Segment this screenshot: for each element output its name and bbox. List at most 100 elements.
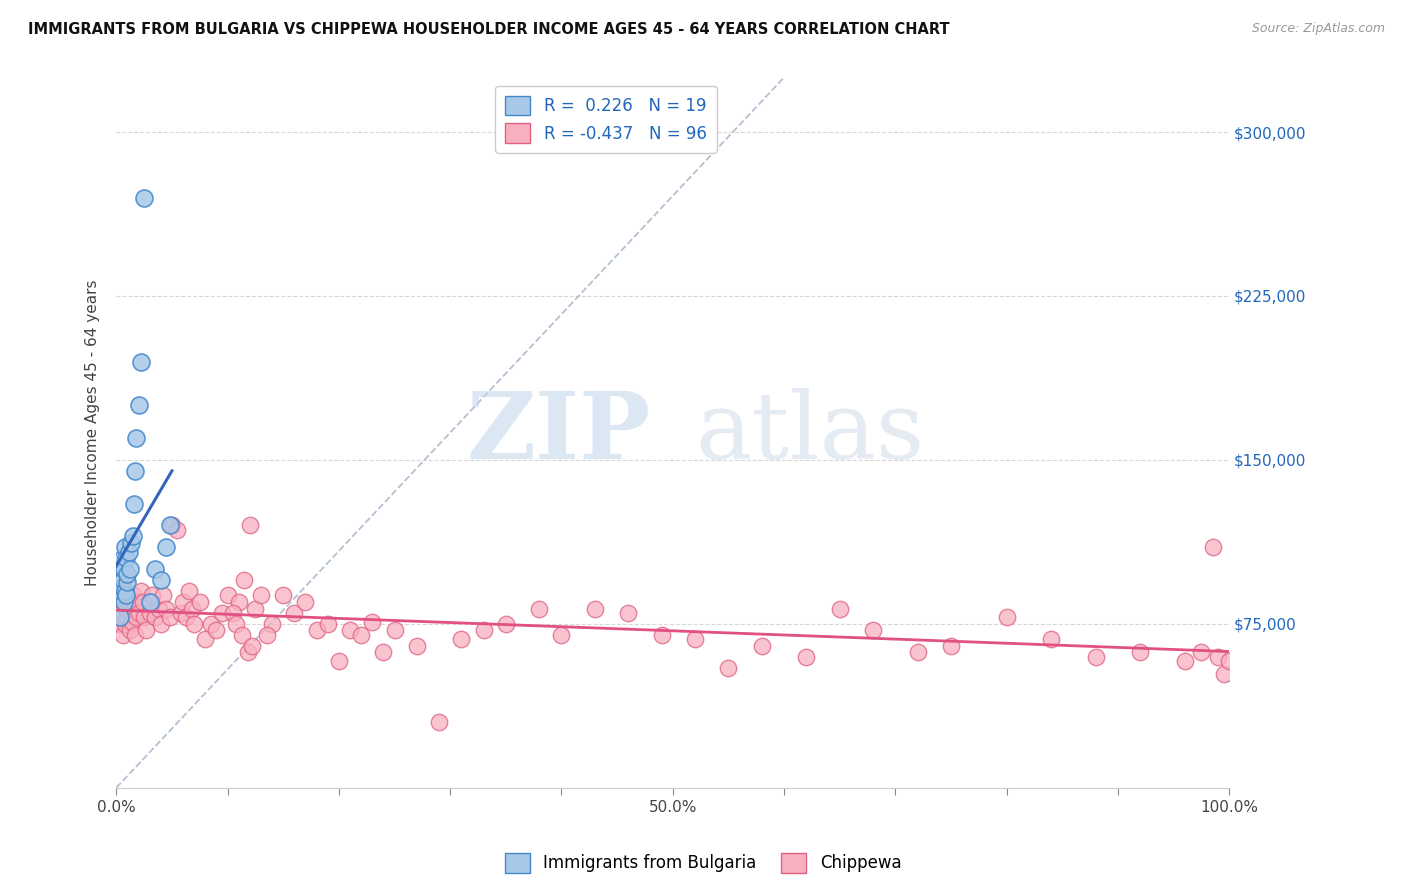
- Point: [217, 589, 239, 603]
- Point: [1206, 649, 1229, 664]
- Point: [211, 606, 233, 620]
- Point: [115, 551, 138, 566]
- Point: [117, 595, 139, 609]
- Point: [155, 541, 177, 555]
- Point: [111, 573, 134, 587]
- Point: [114, 541, 136, 555]
- Point: [124, 464, 146, 478]
- Point: [129, 584, 152, 599]
- Point: [862, 624, 884, 638]
- Point: [256, 628, 278, 642]
- Point: [111, 551, 134, 566]
- Point: [231, 628, 253, 642]
- Point: [1174, 654, 1197, 668]
- Point: [159, 518, 181, 533]
- Point: [148, 601, 170, 615]
- Point: [183, 616, 205, 631]
- Point: [529, 601, 551, 615]
- Point: [128, 606, 150, 620]
- Point: [138, 595, 160, 609]
- Point: [405, 639, 427, 653]
- Point: [250, 589, 273, 603]
- Point: [111, 562, 134, 576]
- Point: [143, 562, 166, 576]
- Point: [114, 584, 136, 599]
- Point: [112, 562, 135, 576]
- Point: [120, 536, 142, 550]
- Point: [995, 610, 1018, 624]
- Point: [117, 610, 139, 624]
- Point: [233, 573, 256, 587]
- Point: [128, 398, 150, 412]
- Point: [328, 654, 350, 668]
- Point: [181, 601, 204, 615]
- Point: [651, 628, 673, 642]
- Point: [450, 632, 472, 647]
- Point: [316, 616, 339, 631]
- Point: [117, 566, 139, 581]
- Point: [717, 660, 740, 674]
- Point: [112, 589, 135, 603]
- Point: [1218, 654, 1240, 668]
- Point: [125, 610, 148, 624]
- Text: ZIP: ZIP: [467, 388, 651, 477]
- Point: [112, 595, 135, 609]
- Point: [122, 529, 145, 543]
- Point: [135, 624, 157, 638]
- Point: [245, 601, 267, 615]
- Point: [222, 606, 245, 620]
- Point: [149, 573, 172, 587]
- Point: [1129, 645, 1152, 659]
- Point: [118, 624, 141, 638]
- Point: [225, 616, 247, 631]
- Point: [170, 606, 193, 620]
- Point: [121, 615, 143, 629]
- Point: [117, 575, 139, 590]
- Y-axis label: Householder Income Ages 45 - 64 years: Householder Income Ages 45 - 64 years: [86, 279, 100, 586]
- Point: [118, 562, 141, 576]
- Point: [939, 639, 962, 653]
- Text: atlas: atlas: [695, 388, 924, 477]
- Point: [1084, 649, 1107, 664]
- Point: [127, 595, 149, 609]
- Point: [205, 624, 228, 638]
- Point: [472, 624, 495, 638]
- Point: [141, 589, 163, 603]
- Point: [350, 628, 373, 642]
- Point: [129, 354, 152, 368]
- Point: [583, 601, 606, 615]
- Point: [427, 715, 450, 730]
- Point: [132, 191, 155, 205]
- Point: [384, 624, 406, 638]
- Point: [111, 580, 134, 594]
- Point: [122, 589, 145, 603]
- Point: [1040, 632, 1063, 647]
- Point: [111, 584, 134, 599]
- Point: [495, 616, 517, 631]
- Point: [132, 610, 155, 624]
- Point: [177, 584, 200, 599]
- Point: [339, 624, 361, 638]
- Point: [794, 649, 817, 664]
- Point: [228, 595, 250, 609]
- Point: [132, 595, 155, 609]
- Point: [107, 595, 129, 609]
- Point: [117, 545, 139, 559]
- Point: [149, 616, 172, 631]
- Point: [262, 616, 284, 631]
- Point: [617, 606, 640, 620]
- Text: IMMIGRANTS FROM BULGARIA VS CHIPPEWA HOUSEHOLDER INCOME AGES 45 - 64 YEARS CORRE: IMMIGRANTS FROM BULGARIA VS CHIPPEWA HOU…: [28, 22, 949, 37]
- Point: [122, 601, 145, 615]
- Point: [1212, 667, 1234, 681]
- Point: [115, 601, 138, 615]
- Point: [361, 615, 384, 629]
- Point: [194, 632, 217, 647]
- Point: [294, 595, 316, 609]
- Point: [751, 639, 773, 653]
- Legend: R =  0.226   N = 19, R = -0.437   N = 96: R = 0.226 N = 19, R = -0.437 N = 96: [495, 86, 717, 153]
- Point: [160, 518, 183, 533]
- Point: [240, 639, 263, 653]
- Point: [110, 606, 132, 620]
- Text: Source: ZipAtlas.com: Source: ZipAtlas.com: [1251, 22, 1385, 36]
- Point: [110, 589, 132, 603]
